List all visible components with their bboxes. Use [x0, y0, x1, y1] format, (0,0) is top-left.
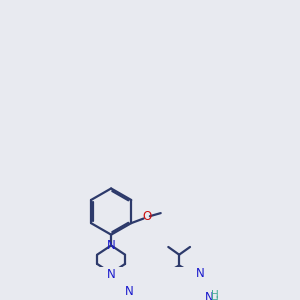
Text: N: N	[205, 290, 213, 300]
Text: O: O	[142, 211, 152, 224]
Text: N: N	[124, 285, 133, 298]
Text: H: H	[211, 290, 219, 300]
Text: N: N	[196, 267, 205, 280]
Text: N: N	[107, 268, 116, 281]
Text: N: N	[107, 239, 116, 252]
Text: H: H	[211, 296, 219, 300]
